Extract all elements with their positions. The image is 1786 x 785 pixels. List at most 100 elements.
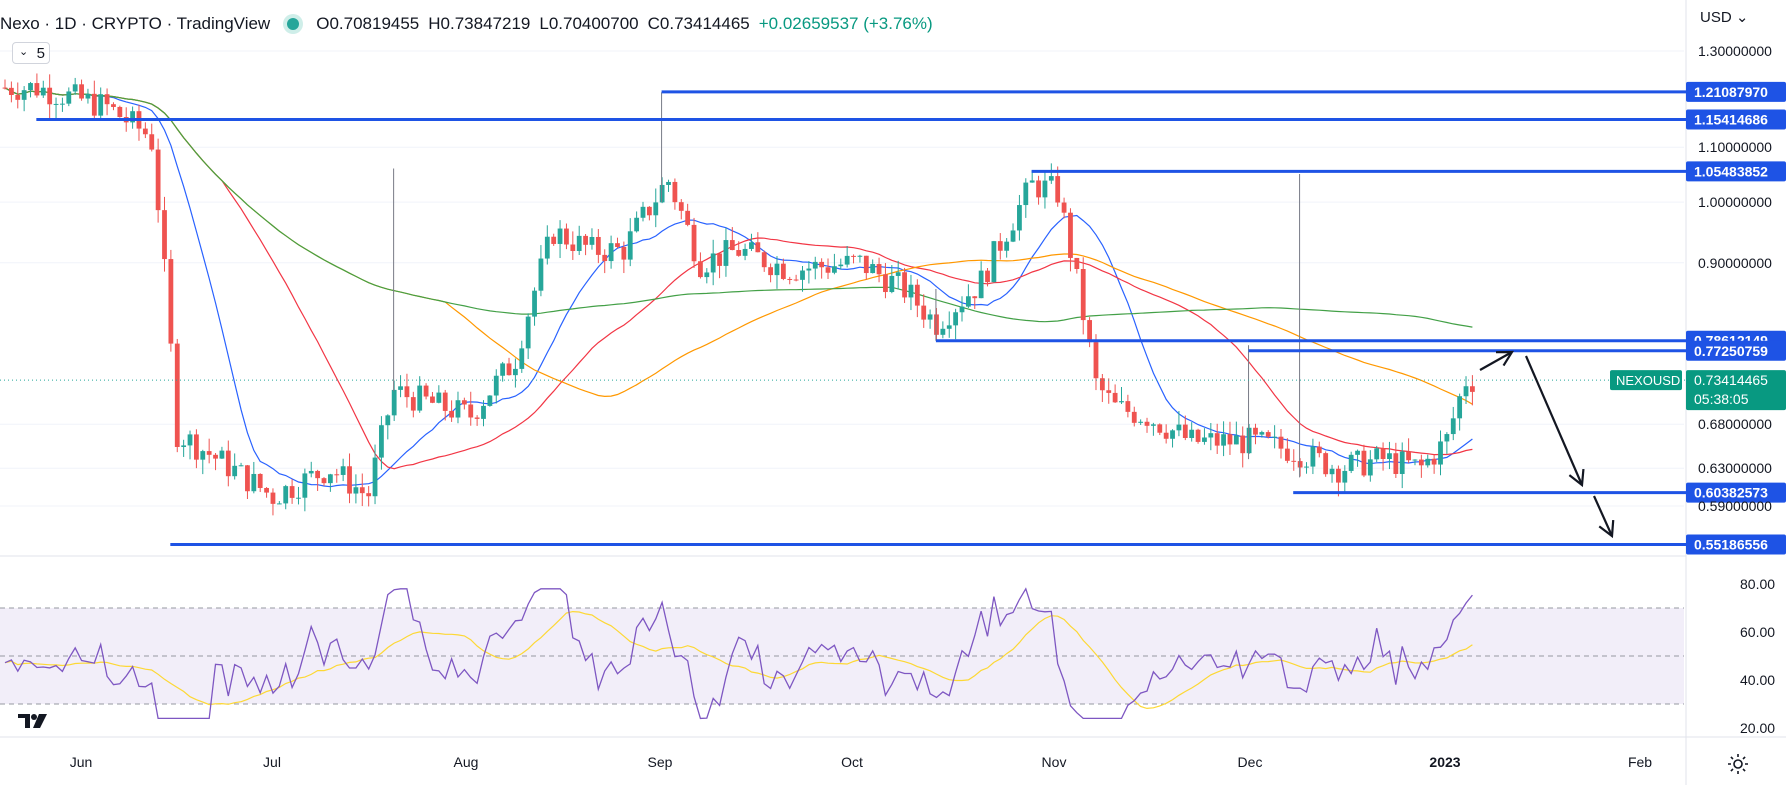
candle (1023, 178, 1029, 218)
candle (270, 488, 276, 516)
candle (1125, 394, 1131, 418)
candle (2, 79, 8, 90)
candle (225, 440, 231, 487)
candle (985, 268, 990, 287)
candle (946, 311, 952, 338)
candle (8, 81, 14, 103)
candle (1151, 422, 1156, 436)
price-tick-label: 0.59000000 (1698, 498, 1772, 514)
candle (1393, 442, 1399, 478)
candle (978, 261, 984, 299)
candle (111, 102, 116, 111)
candle (895, 260, 901, 290)
candle (1036, 175, 1041, 205)
candle (149, 123, 155, 152)
candle (98, 87, 104, 120)
candle (1291, 449, 1297, 471)
settings-gear-icon[interactable] (1726, 752, 1750, 776)
candle (245, 464, 250, 500)
price-tick-label: 0.68000000 (1698, 416, 1772, 432)
candle (704, 268, 710, 284)
candle (640, 201, 646, 222)
candle (1374, 445, 1380, 463)
rsi-tick-label: 80.00 (1740, 576, 1775, 592)
tradingview-logo-icon[interactable] (16, 710, 50, 732)
candle (296, 486, 301, 505)
level-line[interactable]: 0.55186556 (170, 534, 1786, 555)
level-line[interactable]: 1.05483852 (1031, 161, 1786, 182)
level-price-tag: 1.15414686 (1686, 109, 1786, 130)
symbol-title[interactable]: Nexo · 1D · CRYPTO · TradingView (0, 14, 271, 33)
legend-high: H0.73847219 (428, 14, 531, 33)
candle (334, 468, 340, 483)
candle (1170, 429, 1175, 448)
candle (908, 274, 914, 311)
candle (742, 243, 748, 261)
candle (1233, 421, 1239, 445)
candle (487, 395, 493, 407)
candle (653, 188, 659, 228)
candle (493, 369, 499, 404)
level-price-tag: 0.60382573 (1686, 482, 1786, 503)
candle (889, 265, 895, 294)
level-line[interactable]: 0.78612149 (935, 330, 1786, 351)
candle (819, 258, 825, 279)
candle (15, 82, 21, 109)
candle (1099, 373, 1105, 403)
candle (404, 373, 410, 408)
candle (659, 177, 665, 204)
level-price-tag: 0.55186556 (1686, 534, 1786, 555)
candle (780, 258, 786, 281)
candle (481, 400, 486, 427)
candle (844, 246, 850, 268)
horizontal-levels[interactable]: 1.21087970 1.15414686 1.05483852 0.78612149… (0, 81, 1786, 555)
candle (570, 231, 576, 260)
level-price-label: 0.55186556 (1694, 536, 1768, 552)
candle (1189, 422, 1195, 442)
time-tick-label: Jul (263, 754, 281, 770)
candle (1272, 425, 1278, 449)
candle (1061, 197, 1067, 219)
candle (1131, 406, 1137, 427)
candle (353, 474, 359, 504)
candle (838, 258, 844, 270)
level-price-tag: 1.05483852 (1686, 161, 1786, 182)
candle (1406, 438, 1411, 463)
candle (53, 97, 59, 119)
indicator-toggle[interactable]: ⌄ 5 (12, 42, 50, 64)
candle (1074, 257, 1080, 274)
level-line[interactable]: 1.15414686 (36, 109, 1786, 130)
current-price-badge: NEXOUSD 0.73414465 05:38:05 (1610, 370, 1786, 411)
rsi-tick-label: 20.00 (1740, 720, 1775, 736)
time-axis[interactable]: Jun Jul Aug Sep Oct Nov Dec 2023 Feb (70, 754, 1653, 770)
candle (914, 279, 920, 318)
candle (340, 458, 346, 482)
currency-selector[interactable]: USD ⌄ (1700, 9, 1749, 26)
candle (283, 484, 289, 510)
candle (557, 220, 563, 259)
candle (972, 296, 978, 310)
level-line[interactable]: 1.21087970 (661, 81, 1786, 102)
candle (1004, 238, 1010, 258)
candle (736, 241, 742, 257)
candle (755, 232, 761, 253)
price-axis[interactable]: 1.30000000 1.10000000 1.00000000 0.90000000… (1698, 43, 1775, 736)
level-line[interactable]: 0.77250759 (1248, 340, 1786, 361)
candle (525, 313, 531, 360)
candle (927, 309, 933, 329)
level-line[interactable]: 0.60382573 (1293, 482, 1786, 503)
candle (934, 308, 939, 341)
candle (321, 477, 327, 486)
candle (519, 340, 525, 373)
candle (347, 453, 352, 504)
candle (1329, 464, 1335, 483)
candle (206, 438, 212, 464)
candle (379, 416, 384, 470)
market-status-dot (287, 18, 300, 30)
candle (1367, 450, 1373, 482)
candle (1068, 208, 1073, 272)
candle (1138, 419, 1144, 425)
candle (544, 225, 550, 265)
candle (646, 206, 652, 221)
